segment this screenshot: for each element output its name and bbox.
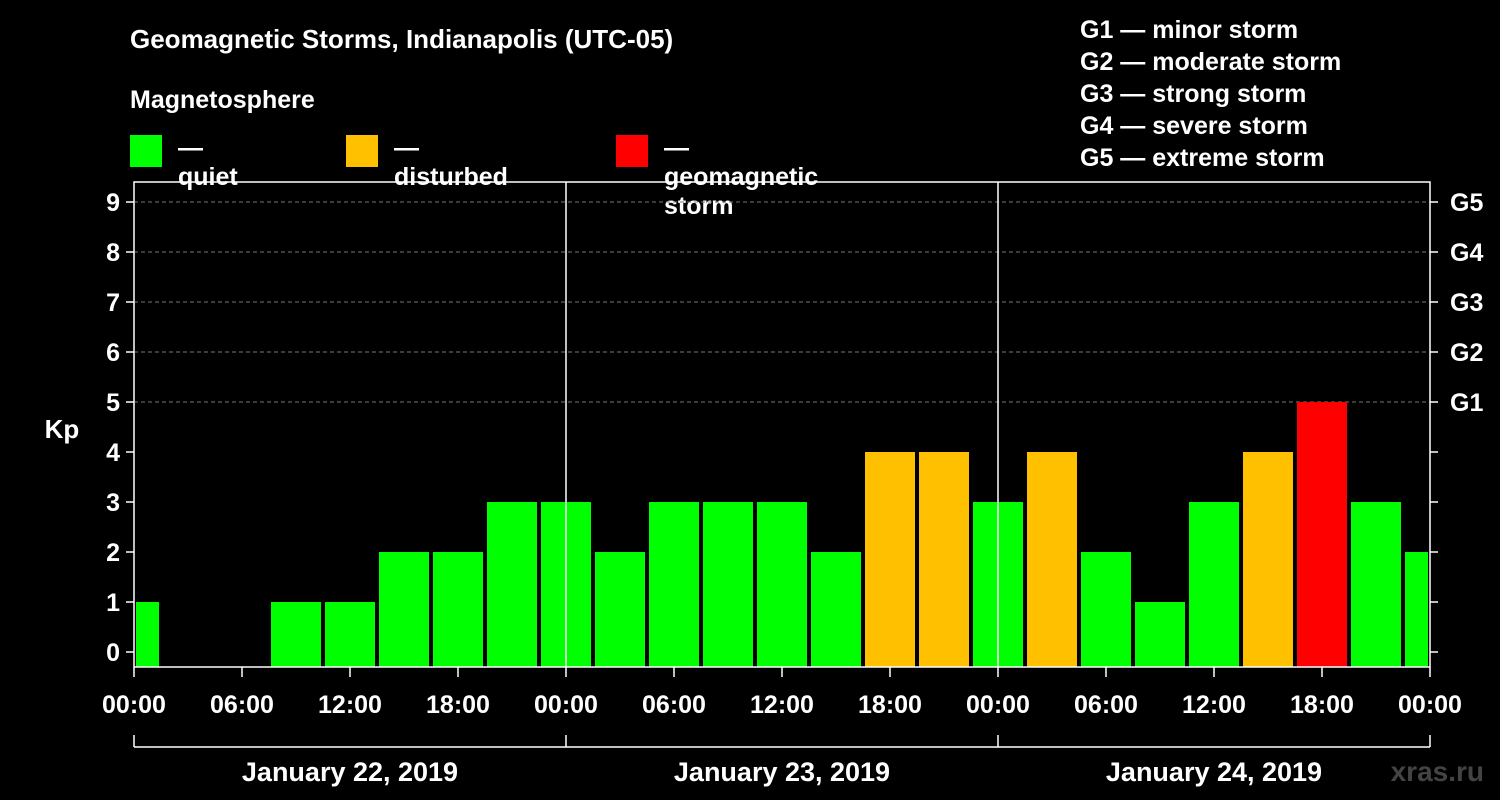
x-tick-label-10: 12:00 [1182,691,1246,719]
legend-label-quiet: — quiet [178,134,238,191]
legend-swatch-quiet [130,135,162,167]
x-tick-label-9: 06:00 [1074,691,1138,719]
kp-bar-17 [1027,452,1077,667]
x-tick-label-12: 00:00 [1398,691,1462,719]
day-label-3: January 24, 2019 [1106,757,1322,787]
grid-layer [134,201,1430,403]
x-tick-label-3: 18:00 [426,691,490,719]
x-tick-label-6: 12:00 [750,691,814,719]
kp-bar-21 [1243,452,1293,667]
axis-layer: 0 1 2 3 4 5 6 7 8 9 G1 G2 G3 G4 G5 00:00 06:00 12:00 18:00… [102,181,1483,787]
x-tick-label-11: 18:00 [1290,691,1354,719]
kp-bar-13 [811,552,861,667]
day-label-1: January 22, 2019 [242,757,458,787]
chart-title: Geomagnetic Storms, Indianapolis (UTC-05… [130,24,674,54]
kp-bar-15 [919,452,969,667]
x-tick-label-5: 06:00 [642,691,706,719]
y-tick-label-0: 0 [106,639,120,667]
legend-swatch-disturbed [346,135,378,167]
g-level-label-2: G2 [1450,339,1483,367]
storm-level-g3: G3 — strong storm [1080,80,1307,108]
kp-bar-10 [649,502,699,667]
x-tick-label-0: 00:00 [102,691,166,719]
day-label-2: January 23, 2019 [674,757,890,787]
kp-bar-9 [595,552,645,667]
kp-bar-4 [325,602,375,667]
kp-bar-19 [1135,602,1185,667]
legend-swatch-storm [616,135,648,167]
y-tick-label-9: 9 [106,189,120,217]
g-level-label-1: G1 [1450,389,1483,417]
y-tick-label-6: 6 [106,339,120,367]
kp-bar-12 [757,502,807,667]
kp-bar-24 [1405,552,1428,667]
storm-level-list: G1 — minor storm G2 — moderate storm G3 … [1080,14,1341,174]
g-level-label-5: G5 [1450,189,1483,217]
x-tick-label-8: 00:00 [966,691,1030,719]
y-tick-label-4: 4 [106,439,120,467]
y-tick-label-1: 1 [106,589,120,617]
kp-bar-18 [1081,552,1131,667]
y-tick-label-3: 3 [106,489,120,517]
kp-bar-20 [1189,502,1239,667]
kp-bar-7 [487,502,537,667]
y-axis-label: Kp [45,414,80,444]
y-tick-label-5: 5 [106,389,120,417]
x-tick-label-7: 18:00 [858,691,922,719]
kp-bar-23 [1351,502,1401,667]
bars-layer [136,402,1428,667]
kp-bar-3 [271,602,321,667]
g-level-label-4: G4 [1450,239,1483,267]
y-tick-label-2: 2 [106,539,120,567]
kp-bar-11 [703,502,753,667]
watermark: xras.ru [1390,756,1484,787]
kp-bar-22 [1297,402,1347,667]
x-tick-label-2: 12:00 [318,691,382,719]
legend-label-disturbed: — disturbed [394,134,508,191]
kp-bar-14 [865,452,915,667]
storm-level-g4: G4 — severe storm [1080,112,1308,140]
kp-bar-0 [136,602,159,667]
chart-subtitle: Magnetosphere [130,86,315,114]
kp-bar-5 [379,552,429,667]
y-tick-label-7: 7 [106,289,120,317]
g-level-label-3: G3 [1450,289,1483,317]
storm-level-g1: G1 — minor storm [1080,16,1299,44]
y-tick-label-8: 8 [106,239,120,267]
storm-level-g2: G2 — moderate storm [1080,48,1342,76]
x-tick-label-1: 06:00 [210,691,274,719]
x-tick-label-4: 00:00 [534,691,598,719]
kp-bar-6 [433,552,483,667]
legend-label-storm: — geomagnetic storm [664,134,819,220]
storm-level-g5: G5 — extreme storm [1080,144,1325,172]
